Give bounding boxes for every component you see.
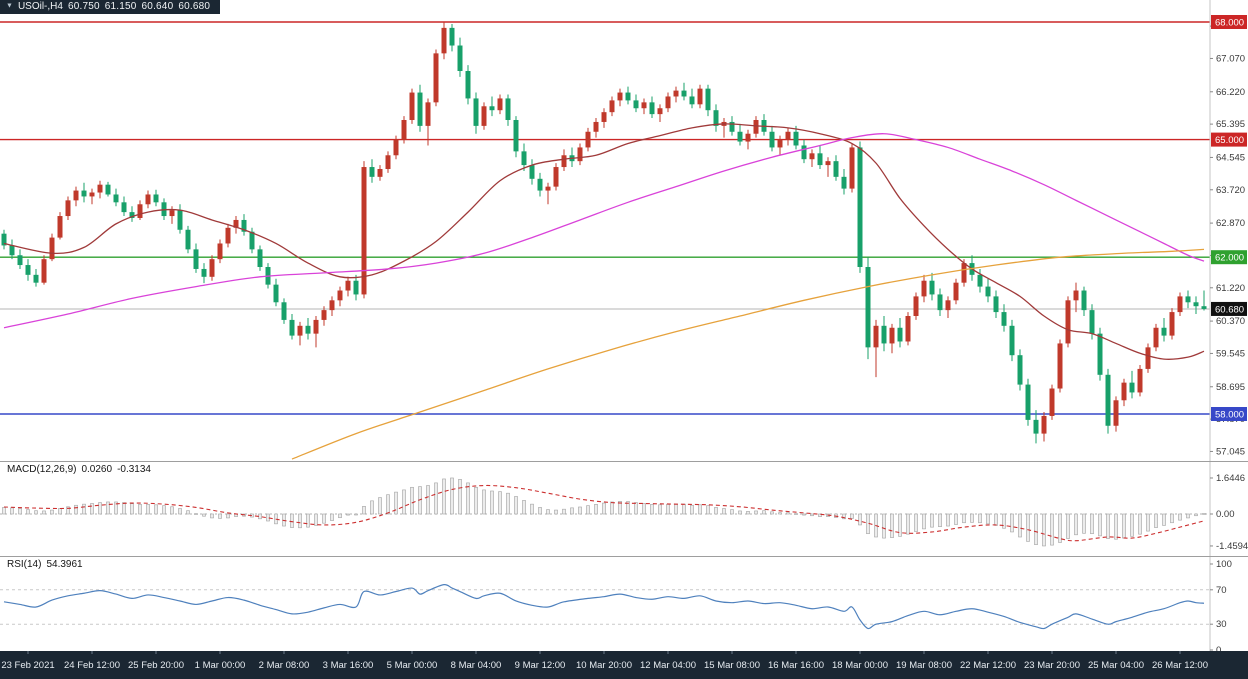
svg-text:63.720: 63.720 (1216, 185, 1245, 196)
price-level-badge (1211, 15, 1247, 29)
price-level-badge (1211, 132, 1247, 147)
macd-signal-line (3, 484, 1205, 542)
svg-text:8 Mar 04:00: 8 Mar 04:00 (451, 660, 502, 671)
svg-text:70: 70 (1216, 585, 1227, 596)
bar-close-value: 60.680 (178, 1, 211, 12)
price-axis[interactable]: 67.89567.07066.22065.39564.54563.72062.8… (1209, 0, 1247, 651)
svg-text:3 Mar 16:00: 3 Mar 16:00 (323, 660, 374, 671)
symbol-title-bar: ▼ USOil-,H4 60.750 61.150 60.640 60.680 (0, 0, 221, 14)
svg-text:65.395: 65.395 (1216, 119, 1245, 130)
svg-text:25 Mar 04:00: 25 Mar 04:00 (1088, 660, 1144, 671)
svg-text:2 Mar 08:00: 2 Mar 08:00 (259, 660, 310, 671)
svg-text:26 Mar 12:00: 26 Mar 12:00 (1152, 660, 1208, 671)
svg-text:100: 100 (1216, 559, 1232, 570)
svg-text:24 Feb 12:00: 24 Feb 12:00 (64, 660, 120, 671)
svg-text:58.695: 58.695 (1216, 382, 1245, 393)
svg-text:65.000: 65.000 (1215, 135, 1244, 146)
svg-text:60.370: 60.370 (1216, 316, 1245, 327)
svg-text:12 Mar 04:00: 12 Mar 04:00 (640, 660, 696, 671)
bar-low-value: 60.640 (141, 1, 174, 12)
svg-text:57.045: 57.045 (1216, 446, 1245, 457)
price-pane[interactable] (0, 21, 1210, 460)
svg-text:30: 30 (1216, 619, 1227, 630)
candles-layer (1, 22, 1207, 444)
svg-text:59.545: 59.545 (1216, 348, 1245, 359)
macd-indicator-label: MACD(12,26,9) 0.0260 -0.3134 (7, 464, 156, 475)
macd-name: MACD(12,26,9) (7, 464, 77, 475)
symbol-dropdown-icon[interactable]: ▼ (6, 2, 13, 10)
svg-text:18 Mar 00:00: 18 Mar 00:00 (832, 660, 888, 671)
svg-text:0.00: 0.00 (1216, 509, 1235, 520)
svg-text:5 Mar 00:00: 5 Mar 00:00 (387, 660, 438, 671)
svg-text:23 Feb 2021: 23 Feb 2021 (1, 660, 54, 671)
price-level-badge (1211, 407, 1247, 421)
svg-text:9 Mar 12:00: 9 Mar 12:00 (515, 660, 566, 671)
svg-text:62.000: 62.000 (1215, 253, 1244, 264)
time-axis[interactable]: 23 Feb 2021 24 Feb 12:00 25 Feb 20:00 1 Mar… (0, 651, 1248, 679)
svg-text:1.6446: 1.6446 (1216, 473, 1245, 484)
svg-text:68.000: 68.000 (1215, 18, 1244, 29)
svg-text:10 Mar 20:00: 10 Mar 20:00 (576, 660, 632, 671)
svg-text:23 Mar 20:00: 23 Mar 20:00 (1024, 660, 1080, 671)
svg-text:58.000: 58.000 (1215, 410, 1244, 421)
svg-text:66.220: 66.220 (1216, 87, 1245, 98)
macd-value: 0.0260 (81, 464, 113, 475)
svg-text:64.545: 64.545 (1216, 152, 1245, 163)
svg-text:15 Mar 08:00: 15 Mar 08:00 (704, 660, 760, 671)
ma-slow-line (291, 248, 1205, 460)
ma-fast-line (3, 123, 1205, 360)
svg-text:60.680: 60.680 (1215, 304, 1244, 315)
svg-text:-1.4594: -1.4594 (1216, 541, 1248, 552)
bar-high-value: 61.150 (104, 1, 137, 12)
rsi-name: RSI(14) (7, 559, 42, 570)
price-level-badge (1211, 250, 1247, 265)
rsi-line (3, 584, 1205, 630)
bar-open-value: 60.750 (67, 1, 100, 12)
svg-text:67.070: 67.070 (1216, 53, 1245, 64)
svg-text:22 Mar 12:00: 22 Mar 12:00 (960, 660, 1016, 671)
macd-pane[interactable]: 1.6446 0.00 -1.4594 (0, 473, 1248, 552)
svg-text:62.870: 62.870 (1216, 218, 1245, 229)
rsi-indicator-label: RSI(14) 54.3961 (7, 559, 88, 570)
svg-text:61.220: 61.220 (1216, 283, 1245, 294)
svg-text:1 Mar 00:00: 1 Mar 00:00 (195, 660, 246, 671)
symbol-timeframe-label: USOil-,H4 (17, 1, 63, 12)
macd-signal-value: -0.3134 (117, 464, 151, 475)
svg-text:16 Mar 16:00: 16 Mar 16:00 (768, 660, 824, 671)
svg-text:19 Mar 08:00: 19 Mar 08:00 (896, 660, 952, 671)
ma-medium-line (3, 133, 1205, 329)
rsi-pane[interactable]: 100 70 30 0 (0, 559, 1232, 656)
price-level-badge (1211, 301, 1247, 316)
rsi-value: 54.3961 (46, 559, 83, 570)
svg-text:0: 0 (1216, 645, 1221, 656)
svg-text:25 Feb 20:00: 25 Feb 20:00 (128, 660, 184, 671)
